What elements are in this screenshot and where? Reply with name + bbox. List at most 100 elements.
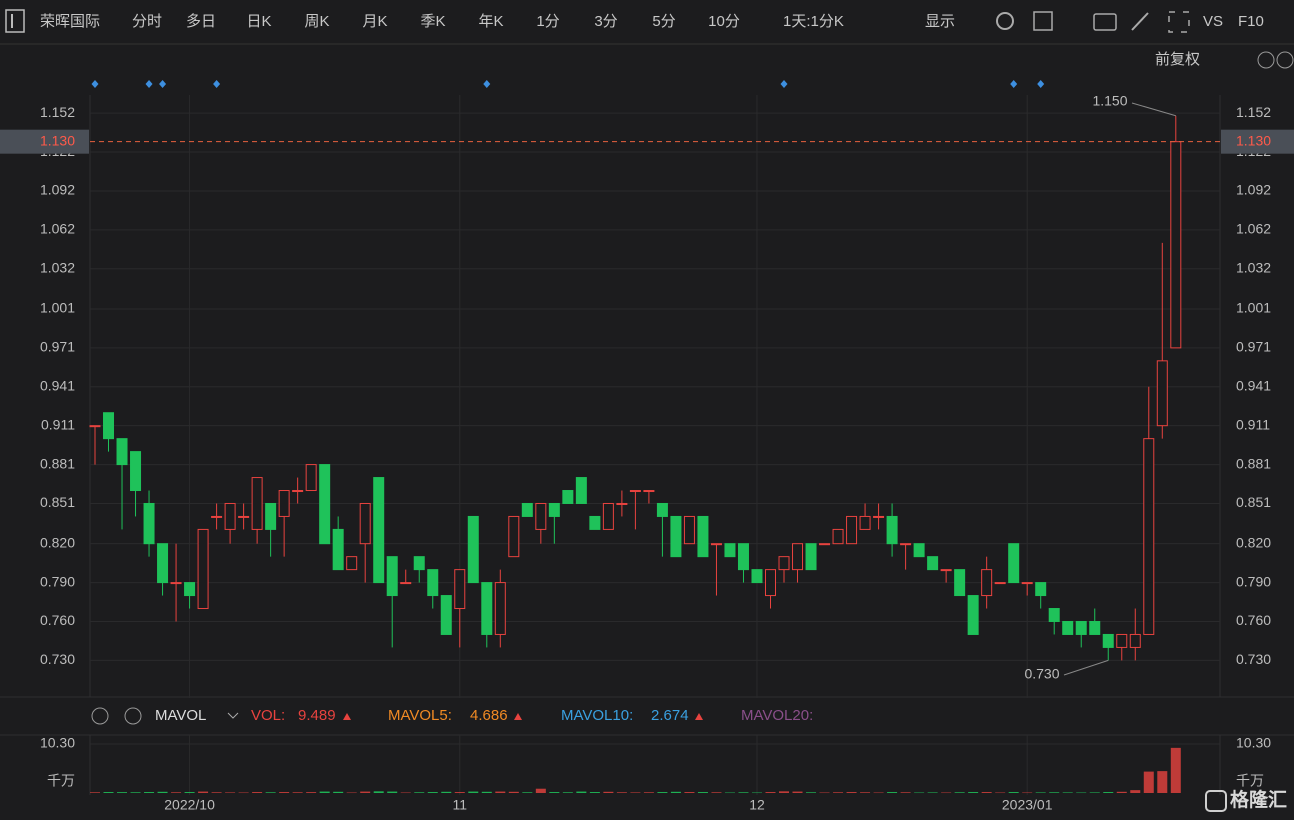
y-tick-label-right: 0.730 (1236, 651, 1271, 667)
candle-body (170, 582, 182, 585)
candle-body (89, 425, 101, 428)
volume-bar (225, 792, 236, 793)
event-marker[interactable] (213, 80, 221, 88)
candle-body (900, 543, 912, 546)
volume-bar (346, 792, 357, 794)
indicator-close-icon[interactable] (124, 707, 142, 725)
volume-bar (184, 792, 195, 793)
event-marker[interactable] (1037, 80, 1045, 88)
y-tick-label-right: 0.851 (1236, 494, 1271, 510)
candle-body (103, 412, 115, 440)
event-marker[interactable] (483, 80, 491, 88)
y-tick-label: 0.820 (40, 534, 75, 550)
adjust-button[interactable]: 前复权 (1155, 50, 1200, 68)
settings-icon[interactable] (996, 12, 1014, 30)
candle-body (278, 490, 290, 517)
candle-body (332, 528, 344, 571)
period-tab[interactable]: 分时 (132, 13, 162, 30)
candle-body (562, 490, 574, 504)
checkbox-icon[interactable] (1033, 11, 1053, 31)
zoom-out-icon[interactable] (1257, 51, 1275, 69)
period-tab[interactable]: 季K (420, 13, 445, 30)
menu-icon[interactable] (5, 9, 25, 33)
volume-bar (454, 792, 465, 793)
indicator-settings-icon[interactable] (91, 707, 109, 725)
y-tick-label: 0.881 (40, 455, 75, 471)
y-tick-label-right: 1.032 (1236, 259, 1271, 275)
volume-bar (927, 792, 938, 793)
indicator-name[interactable]: MAVOL (155, 707, 206, 724)
period-tab[interactable]: 周K (304, 13, 329, 30)
f10-button[interactable]: F10 (1238, 13, 1264, 30)
event-marker[interactable] (780, 80, 788, 88)
candle-body (1116, 633, 1128, 648)
display-menu[interactable]: 显示 (925, 13, 955, 30)
last-price-badge-right (1221, 129, 1294, 154)
event-marker[interactable] (159, 80, 167, 88)
candle-body (373, 477, 385, 584)
period-tab[interactable]: 5分 (652, 13, 675, 30)
volume-bar (914, 792, 925, 794)
period-tab[interactable]: 日K (246, 13, 271, 30)
volume-bar (306, 792, 317, 793)
candle-body (602, 502, 614, 530)
volume-bar (900, 792, 911, 793)
volume-bar (252, 792, 263, 793)
indicator-dropdown[interactable] (227, 712, 239, 719)
ma-up-arrow (514, 713, 522, 720)
period-tab[interactable]: 年K (478, 13, 503, 30)
high-label: 1.150 (1092, 93, 1127, 109)
volume-bar (1076, 792, 1087, 794)
y-tick-label-right: 0.760 (1236, 612, 1271, 628)
volume-bar (1143, 771, 1154, 793)
volume-bar (603, 791, 614, 793)
period-tab[interactable]: 10分 (708, 13, 740, 30)
camera-icon[interactable] (1093, 13, 1117, 31)
volume-bar (806, 792, 817, 793)
period-tab[interactable]: 月K (362, 13, 387, 30)
volume-bar (1116, 791, 1127, 793)
volume-bar (238, 792, 249, 794)
volume-bar (333, 791, 344, 793)
candle-body (1102, 633, 1114, 648)
candle-body (1008, 543, 1020, 584)
candle-body (765, 569, 776, 597)
vol-up-arrow (343, 713, 351, 720)
y-tick-label: 1.152 (40, 104, 75, 120)
vol-tick-label: 10.30 (40, 735, 75, 751)
high-leader (1131, 102, 1176, 117)
event-marker[interactable] (91, 80, 99, 88)
candle-body (1143, 438, 1155, 635)
candle-body (940, 569, 952, 572)
y-tick-label-right: 0.820 (1236, 534, 1271, 550)
candle-body (359, 502, 371, 545)
candle-body (616, 502, 628, 505)
candle-body (1021, 582, 1033, 585)
event-marker[interactable] (1010, 80, 1018, 88)
candle-body (913, 543, 925, 558)
period-tab[interactable]: 3分 (594, 13, 617, 30)
volume-bar (292, 792, 303, 793)
event-marker[interactable] (145, 80, 153, 88)
ma-label: MAVOL20: (741, 707, 813, 724)
expand-icon[interactable] (1168, 11, 1190, 33)
period-tab[interactable]: 1分 (536, 13, 559, 30)
candle-body (670, 515, 682, 558)
volume-bar (117, 792, 128, 793)
pencil-icon[interactable] (1131, 12, 1149, 31)
zoom-in-icon[interactable] (1276, 51, 1294, 69)
vs-button[interactable]: VS (1203, 13, 1223, 30)
interval-select[interactable]: 1天:1分K (783, 13, 844, 30)
x-tick-label: 2022/10 (164, 797, 215, 813)
y-tick-label: 0.971 (40, 339, 75, 355)
y-tick-label-right: 0.941 (1236, 377, 1271, 393)
low-leader (1063, 659, 1109, 676)
volume-bar (684, 792, 695, 793)
candle-body (873, 515, 885, 518)
period-tab[interactable]: 多日 (186, 13, 216, 30)
volume-bar (697, 792, 708, 793)
candle-body (494, 582, 506, 635)
y-tick-label: 1.032 (40, 259, 75, 275)
stock-name[interactable]: 荣晖国际 (40, 13, 100, 30)
